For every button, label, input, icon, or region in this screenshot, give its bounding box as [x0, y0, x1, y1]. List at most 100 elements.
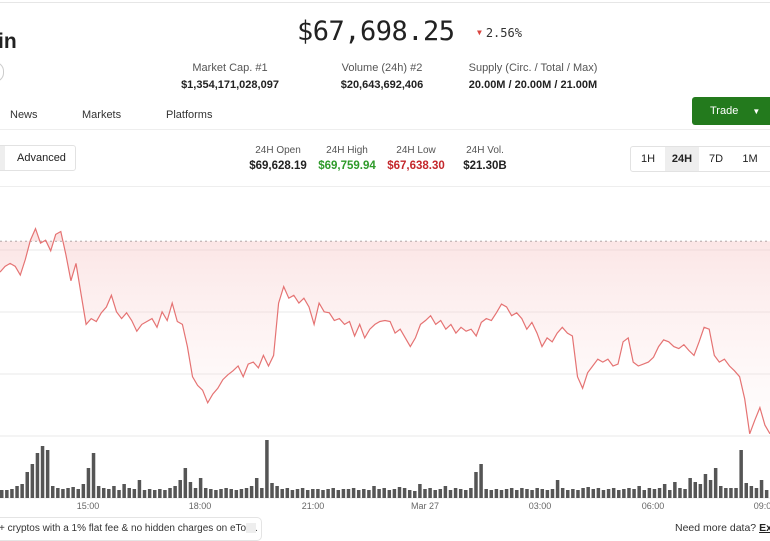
volume-bar — [744, 483, 749, 498]
ad-close-icon[interactable] — [246, 523, 256, 533]
tab-markets[interactable]: Markets — [82, 109, 122, 121]
range-7d[interactable]: 7D — [708, 153, 724, 165]
volume-bar — [688, 478, 692, 498]
caret-down-icon: ▼ — [752, 107, 761, 116]
volume-bar — [693, 482, 698, 498]
volume-bar — [295, 489, 300, 498]
volume-bar — [377, 489, 381, 498]
more-data-text: Need more data? — [675, 522, 757, 534]
range-1h[interactable]: 1H — [640, 153, 656, 165]
volume-bar — [45, 450, 50, 498]
chart-mode-advanced[interactable]: Advanced — [17, 152, 66, 164]
stat-value: $20,643,692,406 — [340, 79, 424, 91]
range-selector: 1H 24H 7D 1M — [630, 146, 770, 172]
stat-label: Volume (24h) #2 — [341, 62, 423, 74]
volume-bar — [453, 488, 458, 498]
volume-bar — [668, 490, 672, 498]
need-more-data: Need more data? Exp — [675, 522, 770, 534]
volume-bar — [367, 490, 371, 498]
etoro-ad[interactable]: + cryptos with a 1% flat fee & no hidden… — [0, 517, 262, 541]
volume-bar — [764, 490, 769, 498]
volume-bar — [458, 489, 463, 498]
volume-bar — [193, 488, 198, 498]
volume-bar — [382, 488, 386, 498]
top-divider — [0, 2, 770, 3]
coin-badge[interactable] — [0, 62, 4, 82]
chart-mode-basic[interactable] — [0, 146, 5, 170]
ad-text: + cryptos with a 1% flat fee & no hidden… — [0, 523, 258, 534]
volume-bar — [254, 478, 259, 498]
volume-bar — [311, 489, 315, 498]
volume-bar — [351, 488, 356, 498]
volume-bar — [754, 488, 759, 498]
volume-bar — [464, 490, 468, 498]
volume-bar — [474, 472, 478, 498]
volume-bar — [576, 490, 580, 498]
x-tick-label: 21:00 — [302, 501, 325, 511]
trade-button[interactable]: Trade ▼ — [692, 97, 770, 125]
day-stat-value: $67,638.30 — [387, 160, 445, 172]
volume-bar — [428, 488, 432, 498]
range-24h[interactable]: 24H — [665, 147, 699, 171]
tab-platforms[interactable]: Platforms — [166, 109, 213, 121]
volume-bar — [566, 490, 570, 498]
volume-bar — [219, 489, 223, 498]
volume-bar — [20, 484, 24, 498]
explore-link[interactable]: Exp — [759, 522, 770, 534]
volume-bar — [147, 489, 152, 498]
volume-bar — [749, 486, 754, 498]
price-line — [0, 226, 770, 435]
volume-bar — [637, 486, 641, 498]
volume-bar — [729, 488, 733, 498]
volume-bar — [489, 490, 494, 498]
volume-bar — [280, 489, 284, 498]
volume-bar — [652, 489, 657, 498]
nav-divider — [0, 129, 770, 130]
coin-name: in — [0, 30, 17, 53]
stat-value: 20.00M / 20.00M / 21.00M — [468, 79, 598, 91]
volume-bar — [229, 489, 233, 498]
volume-bar — [606, 489, 611, 498]
volume-bar — [601, 490, 606, 498]
volume-bar — [260, 488, 264, 498]
volume-bar — [152, 490, 157, 498]
stat-label: Supply (Circ. / Total / Max) — [468, 62, 598, 74]
range-1m[interactable]: 1M — [742, 153, 758, 165]
volume-bar — [642, 490, 647, 498]
volume-bar — [581, 488, 585, 498]
volume-bar — [647, 488, 652, 498]
day-stat-label: 24H Open — [255, 145, 301, 156]
x-tick-label: 06:00 — [642, 501, 665, 511]
volume-bar — [402, 488, 407, 498]
stat-supply: Supply (Circ. / Total / Max) 20.00M / 20… — [458, 62, 608, 91]
volume-bar — [372, 486, 376, 498]
volume-bar — [336, 490, 341, 498]
volume-bar — [545, 490, 550, 498]
price-change: ▼ 2.56% — [477, 26, 522, 40]
volume-bar — [0, 490, 4, 498]
volume-bar — [484, 489, 488, 498]
volume-bar — [734, 488, 738, 498]
volume-bar — [739, 450, 743, 498]
volume-bar — [678, 488, 682, 498]
volume-bar — [632, 489, 636, 498]
day-stat-label: 24H Low — [396, 145, 436, 156]
volume-bar — [356, 490, 361, 498]
volume-bar — [214, 490, 218, 498]
volume-bar — [203, 488, 208, 498]
price-chart[interactable]: 15:00 18:00 21:00 Mar 27 03:00 06:00 09:00 — [0, 187, 770, 513]
volume-bar — [275, 486, 279, 498]
volume-bar — [509, 488, 514, 498]
volume-bar — [627, 488, 631, 498]
volume-bar — [571, 489, 575, 498]
volume-bar — [305, 490, 310, 498]
volume-bar — [443, 486, 448, 498]
volume-bar — [591, 489, 596, 498]
volume-bar — [249, 486, 254, 498]
day-stat-open: 24H Open $69,628.19 — [245, 145, 311, 172]
volume-bar — [15, 486, 19, 498]
volume-bar — [91, 453, 96, 498]
volume-bar — [30, 464, 35, 498]
volume-bar — [448, 490, 453, 498]
tab-news[interactable]: News — [10, 109, 38, 121]
